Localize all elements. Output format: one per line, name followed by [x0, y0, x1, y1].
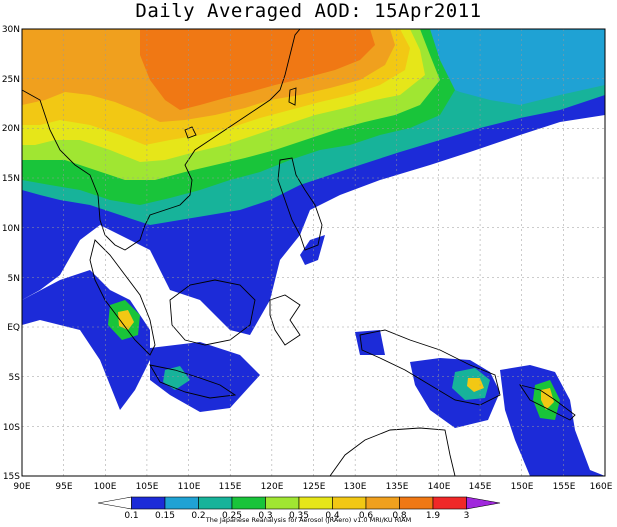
colorbar-label: 0.35: [289, 511, 309, 521]
coast-australia: [329, 427, 456, 476]
colorbar-swatch: [198, 496, 233, 510]
aod-hotspot-sumatra-core: [118, 310, 134, 330]
colorbar-label: 0.15: [155, 511, 175, 521]
lon-label: 95E: [55, 482, 72, 492]
longitude-labels: 90E 95E 100E 105E 110E 115E 120E 125E 13…: [13, 482, 612, 492]
colorbar-label: 3: [464, 511, 470, 521]
colorbar-swatch: [365, 496, 400, 510]
lon-label: 135E: [386, 482, 409, 492]
lat-label: 20N: [2, 124, 20, 134]
colorbar-arrow-high: [466, 496, 501, 510]
colorbar-swatch: [265, 496, 300, 510]
coast-asia: [22, 29, 301, 251]
grid: [22, 29, 605, 476]
coast-java: [149, 364, 237, 399]
lat-label: 10N: [2, 224, 20, 234]
colorbar-swatch: [332, 496, 367, 510]
map-title: Daily Averaged AOD: 15Apr2011: [135, 0, 482, 22]
latitude-labels: 30N 25N 20N 15N 10N 5N EQ 5S 10S 15S: [2, 25, 20, 482]
lon-label: 125E: [303, 482, 326, 492]
aod-hotspot-java: [163, 366, 190, 390]
colorbar-label: 0.6: [359, 511, 374, 521]
map-frame: [21, 28, 606, 477]
lat-label: 15N: [2, 174, 20, 184]
colorbar-swatch: [298, 496, 333, 510]
lon-label: 145E: [469, 482, 492, 492]
aod-region-low-java: [150, 342, 260, 412]
colorbar-swatch: [231, 496, 266, 510]
lat-label: 25N: [2, 75, 20, 85]
coast-borneo: [169, 279, 256, 346]
coast-hainan: [184, 126, 197, 139]
colorbar-label: 0.1: [124, 511, 138, 521]
lon-label: 140E: [428, 482, 451, 492]
colorbar-label: 0.8: [392, 511, 407, 521]
colorbar-label: 0.25: [222, 511, 242, 521]
colorbar-label: 0.3: [258, 511, 272, 521]
lat-label: 15S: [3, 472, 20, 482]
lon-label: 130E: [344, 482, 367, 492]
aod-region-low-west: [22, 270, 150, 410]
coast-philippines: [277, 157, 323, 251]
lat-label: EQ: [7, 323, 20, 333]
aod-field: [22, 29, 605, 476]
aod-region-dark-orange: [140, 29, 375, 110]
lon-label: 160E: [590, 482, 613, 492]
aod-hotspot-newguinea-core: [467, 378, 484, 392]
colorbar-arrow-low: [97, 496, 132, 510]
colorbar-label: 0.2: [191, 511, 205, 521]
credit-text: The Japanese Reanalysis for Aerosol (JRA…: [205, 516, 412, 524]
aod-hotspot-solomon-core: [541, 388, 554, 410]
aod-region-low-east: [300, 235, 605, 476]
lat-label: 5N: [8, 274, 20, 284]
colorbar-label: 1.9: [426, 511, 441, 521]
coast-solomon: [518, 384, 576, 421]
lat-label: 10S: [3, 423, 20, 433]
colorbar-swatch: [432, 496, 467, 510]
colorbar-swatch: [164, 496, 199, 510]
lon-label: 100E: [94, 482, 117, 492]
lon-label: 110E: [178, 482, 201, 492]
lat-label: 30N: [2, 25, 20, 35]
coast-taiwan: [288, 87, 297, 106]
coastlines: [22, 29, 576, 476]
coast-sulawesi: [269, 294, 301, 346]
lon-label: 155E: [553, 482, 576, 492]
colorbar-swatch: [131, 496, 166, 510]
lon-label: 90E: [13, 482, 30, 492]
aod-region-teal-east: [415, 29, 605, 105]
lon-label: 150E: [511, 482, 534, 492]
colorbar-label: 0.4: [325, 511, 340, 521]
coast-newguinea: [359, 329, 501, 406]
lon-label: 120E: [261, 482, 284, 492]
colorbar-swatch: [399, 496, 434, 510]
lat-label: 5S: [9, 373, 21, 383]
lon-label: 115E: [219, 482, 242, 492]
lon-label: 105E: [136, 482, 159, 492]
coast-sumatra: [89, 239, 156, 356]
colorbar: 0.1 0.15 0.2 0.25 0.3 0.35 0.4 0.6 0.8 1.9 3: [97, 496, 501, 521]
